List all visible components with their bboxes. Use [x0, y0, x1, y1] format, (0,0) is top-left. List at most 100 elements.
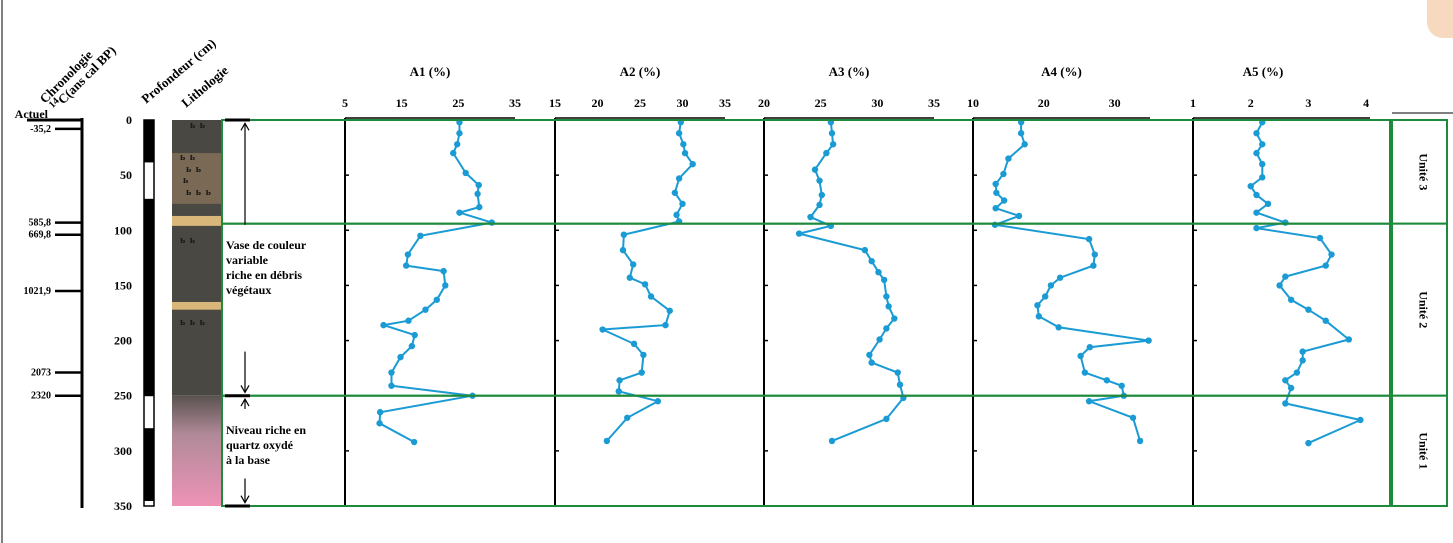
data-point	[1136, 437, 1144, 445]
data-point	[1055, 324, 1062, 331]
x-tick-label: 35	[928, 96, 940, 110]
data-point	[1035, 313, 1043, 320]
sediment-brown	[172, 153, 221, 204]
data-point	[1345, 336, 1353, 343]
oxidized-quartz-layer	[172, 395, 221, 506]
panel-title: A5 (%)	[1243, 64, 1284, 79]
plant-debris-icon: ь ь	[180, 152, 196, 163]
data-point	[1086, 343, 1094, 351]
proxy-panel: A3 (%) 20 25 30 35	[758, 64, 940, 507]
sand-layer-lower	[172, 301, 221, 310]
data-point	[1328, 251, 1335, 258]
data-point	[1077, 352, 1084, 360]
plant-debris-icon: ь ь ь	[186, 187, 212, 198]
data-point	[1129, 414, 1137, 421]
x-tick-label: 30	[1109, 96, 1121, 110]
data-point	[795, 230, 803, 237]
depth-scale-segment	[143, 254, 155, 267]
data-point	[675, 175, 683, 182]
unit-box	[221, 119, 1391, 225]
data-point	[641, 281, 649, 288]
data-point	[1282, 377, 1289, 384]
lithology-column: ь ьь ьь ььь ь ьь ьь ь ь	[172, 120, 221, 506]
data-point	[1305, 439, 1312, 447]
description-upper-unit: Vase de couleur variable riche en débris…	[226, 238, 346, 298]
data-point	[675, 130, 683, 137]
chronology-label: 585,8	[29, 218, 52, 229]
data-point	[1316, 234, 1324, 242]
unit-label: Unité 1	[1417, 432, 1431, 469]
unit-label-box	[1391, 222, 1448, 397]
data-point	[680, 141, 687, 148]
unit-boxes: Unité 3 Unité 2 Unité 1	[221, 118, 1448, 508]
data-point	[1017, 130, 1025, 137]
data-point	[397, 353, 404, 361]
data-point	[404, 251, 412, 258]
sand-layer-upper	[172, 215, 221, 226]
x-tick-label: 10	[967, 96, 979, 110]
arrow-down-icon	[240, 385, 250, 394]
data-point	[894, 369, 901, 376]
data-point	[440, 267, 447, 275]
data-point	[1042, 293, 1049, 300]
data-point	[875, 268, 882, 276]
unit-label: Unité 3	[1417, 153, 1431, 190]
x-tick-label: 30	[871, 96, 883, 110]
x-tick-label: 4	[1363, 96, 1369, 110]
chronology-label: -35,2	[30, 124, 51, 135]
proxy-panel: A4 (%) 10 20 30	[967, 64, 1152, 507]
data-point	[1282, 273, 1289, 280]
data-point	[681, 149, 689, 157]
panel-title: A1 (%)	[410, 64, 451, 79]
data-point	[896, 381, 904, 388]
x-tick-label: 20	[758, 96, 770, 110]
data-point	[376, 420, 383, 427]
data-point	[1253, 130, 1260, 137]
x-tick-label: 30	[677, 96, 689, 110]
series-line	[378, 122, 493, 443]
x-tick-label: 1	[1190, 96, 1196, 110]
data-point	[450, 149, 457, 157]
data-point	[1259, 174, 1266, 181]
plant-debris-icon: ь ь ь	[180, 317, 206, 328]
data-point	[666, 307, 673, 314]
description-line: variable	[226, 253, 268, 267]
data-point	[1090, 262, 1097, 269]
data-point	[1264, 200, 1272, 208]
x-tick-label: 35	[719, 96, 731, 110]
data-point	[829, 141, 837, 148]
data-point	[1103, 377, 1111, 384]
depth-tick-label: 50	[120, 168, 132, 182]
data-point	[1247, 182, 1254, 190]
x-tick-label: 35	[509, 96, 521, 110]
data-point	[474, 190, 481, 198]
data-point	[1015, 212, 1023, 220]
chronology-label: 2073	[31, 368, 51, 379]
data-point	[1253, 224, 1260, 232]
description-line: végétaux	[226, 283, 272, 297]
depth-tick-label: 200	[114, 334, 132, 348]
data-point	[411, 331, 418, 339]
depth-scale-segment	[143, 198, 155, 256]
data-point	[1276, 282, 1283, 289]
data-point	[823, 149, 830, 157]
data-point	[1085, 235, 1093, 243]
description-line: Niveau riche en	[226, 423, 306, 437]
proxy-panels: A1 (%) 5 15 25 35 A2 (%) 15 20 25 30 35 A3 (%) 20 25 3…	[342, 64, 1370, 507]
depth-tick-label: 100	[114, 223, 132, 237]
data-point	[1145, 337, 1152, 344]
data-point	[1034, 302, 1041, 309]
data-point	[1253, 149, 1260, 157]
depth-scale-segment	[143, 499, 155, 507]
x-tick-label: 25	[815, 96, 827, 110]
data-point	[456, 130, 463, 137]
description-line: à la base	[226, 453, 271, 467]
depth-tick-label: 250	[114, 389, 132, 403]
data-point	[1305, 306, 1312, 313]
plant-debris-icon: ь ь	[180, 235, 196, 246]
data-point	[662, 321, 669, 329]
unit-label: Unité 2	[1417, 291, 1431, 328]
data-point	[1259, 160, 1266, 168]
depth-tick-label: 300	[114, 444, 132, 458]
